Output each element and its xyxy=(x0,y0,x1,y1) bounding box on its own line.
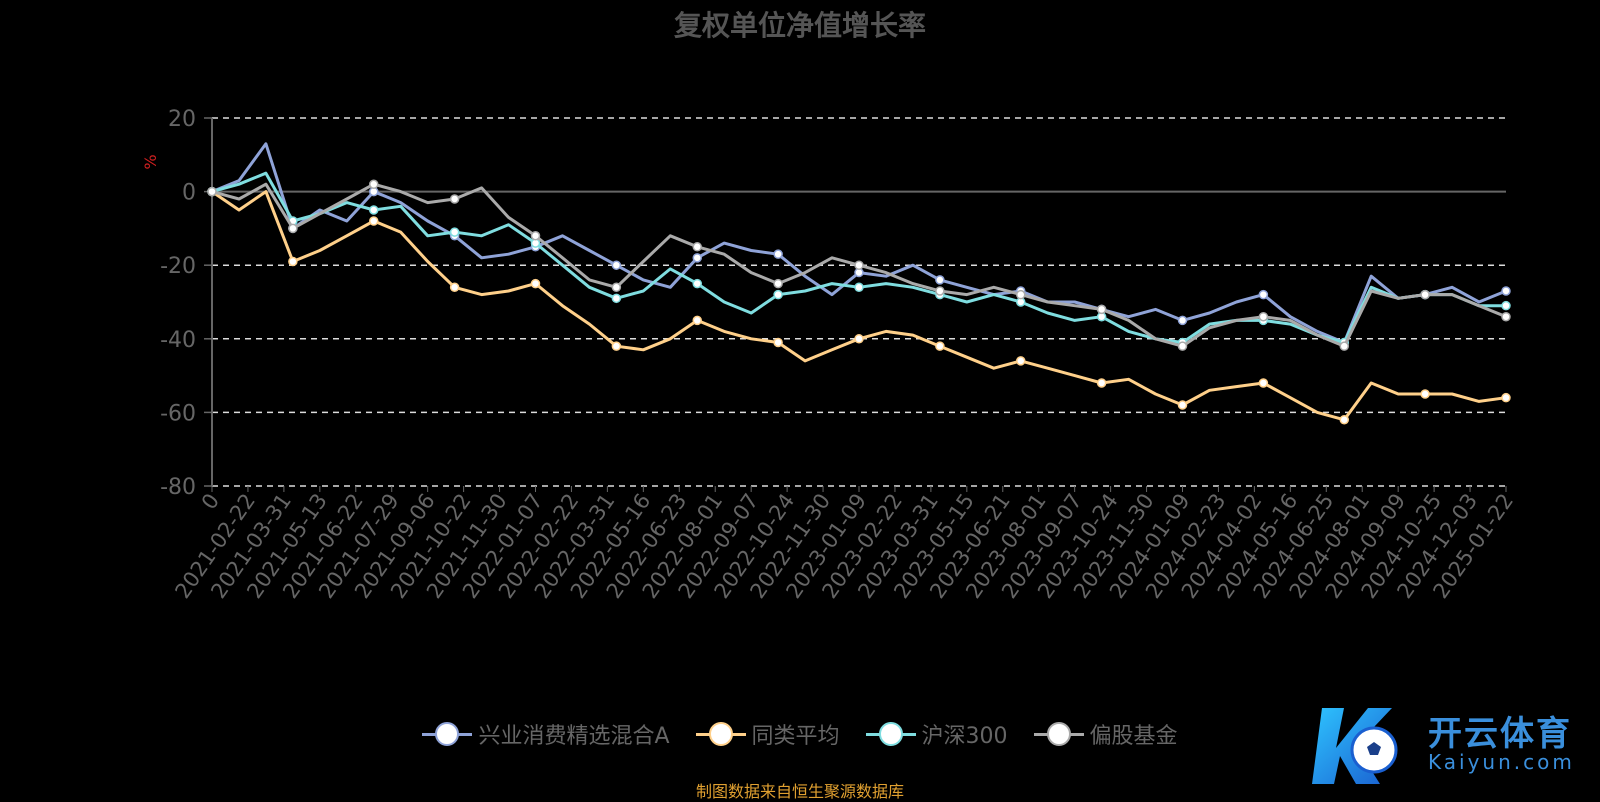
legend-label: 兴业消费精选混合A xyxy=(478,724,670,749)
data-point xyxy=(530,278,541,289)
data-point xyxy=(854,260,864,270)
data-point xyxy=(1016,356,1026,366)
chart-legend: 兴业消费精选混合A 同类平均 沪深300 偏股基金 xyxy=(0,718,1600,750)
data-point xyxy=(449,194,460,204)
data-point xyxy=(1339,415,1349,425)
ball-icon xyxy=(1312,708,1398,784)
data-point xyxy=(1177,400,1188,410)
series-line-2 xyxy=(211,190,1507,422)
data-point xyxy=(692,253,702,263)
data-point xyxy=(530,231,541,241)
series-line-1 xyxy=(211,142,1507,344)
y-tick-label: -60 xyxy=(160,401,196,426)
data-point xyxy=(1501,286,1511,296)
y-tick-label: 20 xyxy=(168,107,196,132)
data-point xyxy=(611,293,622,304)
data-point xyxy=(1258,289,1269,300)
series-line-3 xyxy=(211,171,1506,344)
data-point xyxy=(692,278,702,289)
legend-item-3[interactable]: 沪深300 xyxy=(865,718,1008,750)
chart-title: 复权单位净值增长率 xyxy=(673,9,926,42)
data-point xyxy=(692,315,702,326)
legend-item-1[interactable]: 兴业消费精选混合A xyxy=(422,718,670,750)
data-point xyxy=(773,249,783,259)
data-point xyxy=(692,242,702,252)
x-tick-label: 0 xyxy=(197,489,224,514)
data-point xyxy=(1258,378,1269,388)
data-point xyxy=(773,337,783,348)
data-point xyxy=(611,260,622,270)
data-point xyxy=(1420,389,1430,399)
data-point xyxy=(369,179,379,189)
data-point xyxy=(854,282,864,293)
data-point xyxy=(773,278,783,289)
data-point xyxy=(1501,300,1511,311)
kaiyun-logo: 开云体育 Kaiyun.com xyxy=(1310,698,1590,790)
data-point xyxy=(369,205,379,215)
data-point xyxy=(935,275,945,285)
data-point xyxy=(1096,304,1107,315)
legend-swatch-icon xyxy=(1033,722,1084,746)
data-point xyxy=(854,334,864,344)
data-point xyxy=(935,286,945,296)
data-point xyxy=(288,256,298,267)
data-point xyxy=(935,341,945,351)
data-point xyxy=(1016,289,1026,300)
legend-item-4[interactable]: 偏股基金 xyxy=(1033,718,1178,750)
data-point xyxy=(1177,315,1188,326)
data-point xyxy=(449,227,460,237)
legend-label: 沪深300 xyxy=(921,724,1008,749)
data-point xyxy=(773,289,783,300)
data-point xyxy=(207,186,217,197)
data-point xyxy=(1177,341,1188,351)
data-point xyxy=(611,282,622,293)
y-tick-label: 0 xyxy=(182,181,196,206)
y-tick-label: -40 xyxy=(160,328,196,353)
y-tick-label: -80 xyxy=(160,475,196,500)
logo-text-cn: 开云体育 xyxy=(1428,714,1572,754)
data-point xyxy=(1258,311,1269,322)
data-point xyxy=(1339,341,1349,351)
data-point xyxy=(1501,392,1511,403)
y-axis-unit-label: % xyxy=(141,154,160,169)
legend-label: 同类平均 xyxy=(751,724,840,749)
legend-label: 偏股基金 xyxy=(1089,724,1178,749)
data-point xyxy=(288,223,298,234)
y-tick-label: -20 xyxy=(160,254,196,279)
data-point xyxy=(1096,378,1107,388)
data-point xyxy=(611,341,622,351)
legend-item-2[interactable]: 同类平均 xyxy=(695,718,840,750)
data-source-note: 制图数据来自恒生聚源数据库 xyxy=(695,782,904,801)
data-point xyxy=(1420,289,1430,300)
legend-swatch-icon xyxy=(865,722,916,746)
data-point xyxy=(1501,311,1511,322)
data-point xyxy=(369,216,379,226)
legend-swatch-icon xyxy=(695,722,746,746)
legend-swatch-icon xyxy=(422,722,473,746)
logo-text-en: Kaiyun.com xyxy=(1428,750,1575,774)
data-point xyxy=(449,282,460,293)
